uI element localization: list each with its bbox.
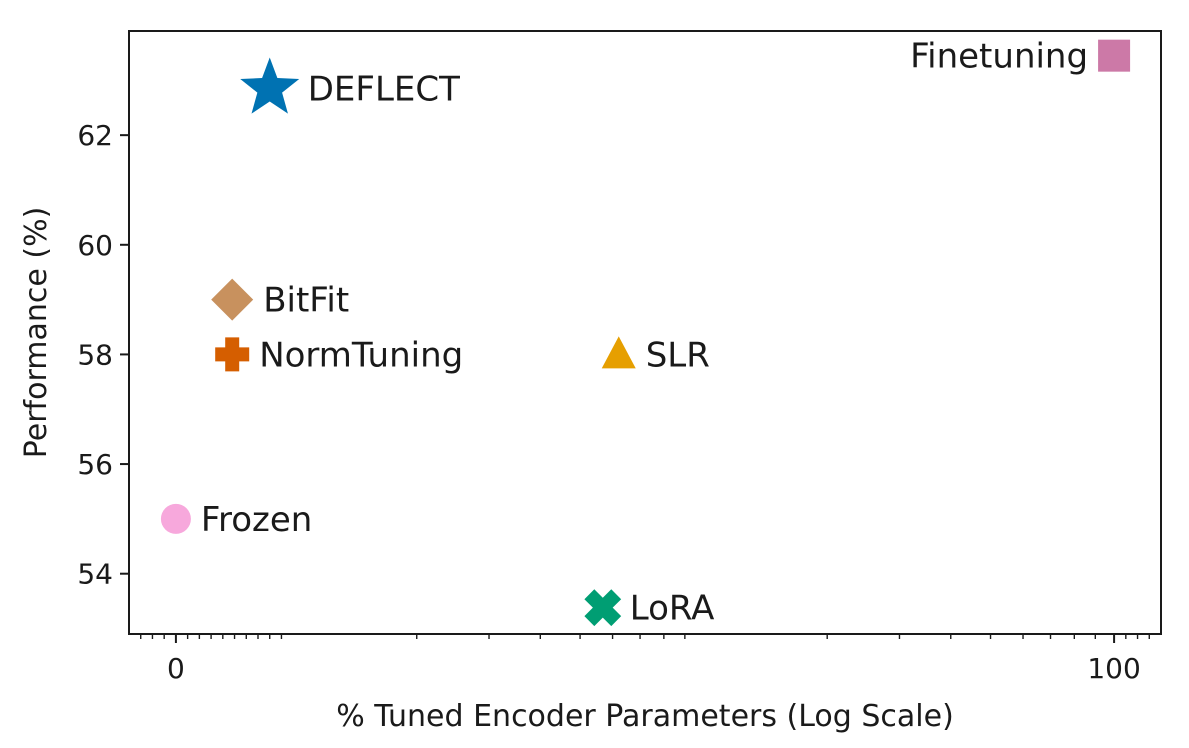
y-tick-label: 56 xyxy=(77,448,113,481)
x-marker xyxy=(584,589,622,627)
plot-frame xyxy=(128,30,1162,635)
point-label: DEFLECT xyxy=(308,70,460,110)
diamond-marker xyxy=(211,278,254,321)
point-bitfit: BitFit xyxy=(211,278,349,321)
circle-marker xyxy=(160,503,191,534)
axis-ticks: 54 56 58 60 62 0 100 xyxy=(77,119,1140,685)
point-deflect: DEFLECT xyxy=(240,57,460,114)
point-label: BitFit xyxy=(263,281,349,321)
point-label: Finetuning xyxy=(910,37,1088,77)
star-marker xyxy=(240,57,300,114)
point-label: Frozen xyxy=(201,500,312,540)
point-frozen: Frozen xyxy=(160,500,312,540)
x-tick-label: 100 xyxy=(1087,652,1140,685)
y-tick-label: 62 xyxy=(77,119,113,152)
x-axis-label: % Tuned Encoder Parameters (Log Scale) xyxy=(336,699,954,734)
y-tick-label: 54 xyxy=(77,558,113,591)
y-tick-label: 60 xyxy=(77,229,113,262)
point-normtuning: NormTuning xyxy=(215,335,463,375)
point-lora: LoRA xyxy=(584,589,715,629)
point-label: LoRA xyxy=(630,589,715,629)
plus-marker xyxy=(215,337,250,372)
point-slr: SLR xyxy=(601,335,710,375)
triangle-marker xyxy=(601,336,636,369)
data-points: Frozen BitFit NormTuning DEFLECT LoRA SLR Fine… xyxy=(160,37,1131,629)
point-label: SLR xyxy=(646,335,710,375)
point-finetuning: Finetuning xyxy=(910,37,1131,77)
y-tick-label: 58 xyxy=(77,338,113,371)
x-tick-label: 0 xyxy=(167,652,185,685)
y-axis-label: Performance (%) xyxy=(19,207,54,459)
point-label: NormTuning xyxy=(259,335,463,375)
square-marker xyxy=(1098,39,1131,72)
